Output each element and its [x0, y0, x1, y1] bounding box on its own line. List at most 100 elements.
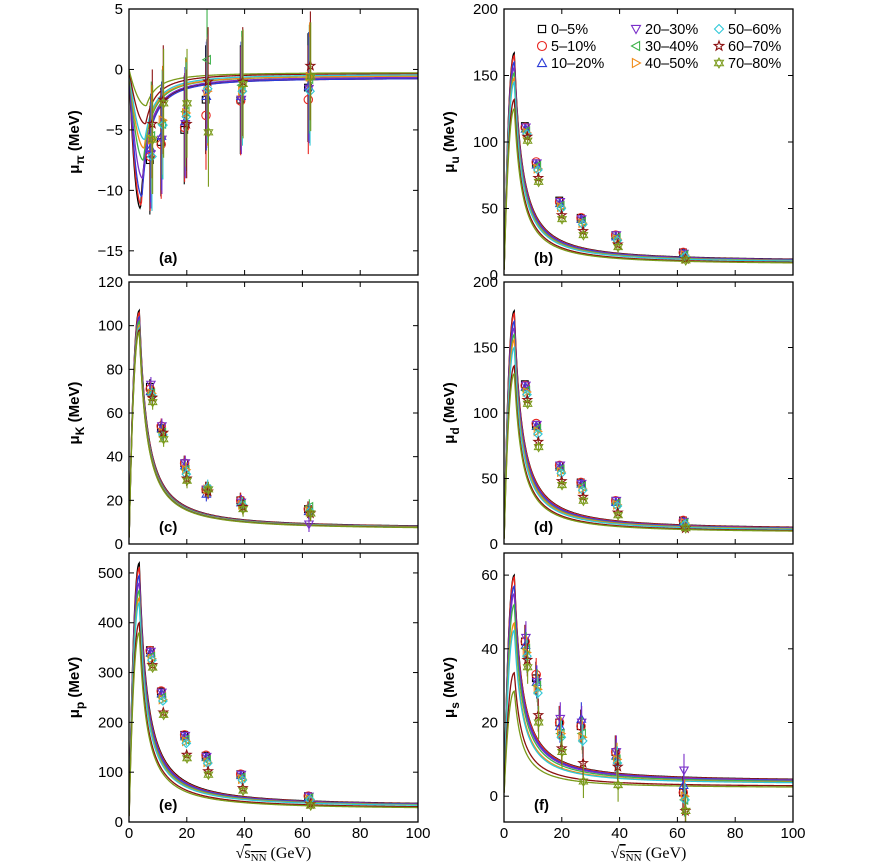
y-tick-label: 0 [490, 536, 498, 553]
panel-b: 0 50 100 150 200 (b) μu (MeV) 0–5%5–10%10–20% 20… [441, 1, 794, 284]
data-point [147, 133, 158, 146]
data-point [555, 728, 565, 739]
legend-marker [713, 57, 725, 69]
y-tick-label: 400 [98, 615, 123, 632]
legend-label: 60–70% [728, 39, 781, 55]
data-point [145, 647, 157, 657]
data-point [145, 651, 156, 662]
data-point [533, 176, 544, 188]
curve-50–60% [504, 628, 793, 792]
curve-50–60% [504, 80, 793, 270]
data-point [576, 216, 586, 227]
legend-marker [537, 24, 547, 34]
y-tick-label: 60 [481, 567, 498, 584]
y-tick-label: 100 [98, 764, 123, 781]
curve-40–50% [129, 70, 418, 149]
data-point [147, 661, 158, 674]
data-point [680, 805, 691, 817]
y-tick-label: 20 [106, 492, 123, 509]
x-tick-label: 60 [669, 825, 686, 842]
data-point [156, 422, 168, 432]
data-point [520, 385, 531, 396]
y-label-sub: s [448, 702, 462, 709]
y-tick-label: 80 [106, 361, 123, 378]
data-point [556, 213, 568, 225]
x-tick-label: 100 [405, 825, 430, 842]
x-tick-label: 20 [553, 825, 570, 842]
curve-5–10% [129, 310, 418, 538]
panel-tag: (a) [159, 250, 177, 267]
x-tick-label: 60 [294, 825, 311, 842]
y-label-main: μ [441, 435, 458, 444]
data-point [203, 483, 214, 496]
data-point [611, 232, 621, 243]
y-label-units: (MeV) [66, 110, 83, 155]
curve-0–5% [129, 308, 418, 537]
data-point [578, 229, 589, 241]
panel-d: 0 50 100 150 200 (d) μd (MeV) [441, 274, 794, 553]
y-axis-label: μs (MeV) [441, 657, 462, 718]
y-tick-label: 60 [106, 405, 123, 422]
curve-20–30% [504, 591, 793, 791]
curve-60–70% [129, 328, 418, 538]
panel-a: 5 0 −5 −10 −15 (a) μπ (MeV) [66, 1, 419, 276]
plot-area [504, 308, 793, 539]
y-axis-label: μπ (MeV) [66, 110, 87, 173]
y-tick-label: 50 [481, 471, 498, 488]
y-axis-label: μd (MeV) [441, 382, 462, 444]
x-label-units: (GeV) [642, 845, 687, 862]
curve-70–80% [504, 690, 793, 794]
legend-label: 0–5% [551, 22, 588, 38]
panel-tag: (d) [534, 519, 553, 536]
x-tick-label: 0 [125, 825, 133, 842]
data-point [556, 746, 568, 758]
curve-20–30% [129, 317, 418, 538]
curve-60–70% [129, 621, 418, 816]
data-point [238, 785, 249, 797]
data-point [180, 459, 191, 469]
data-point [203, 769, 214, 781]
x-tick-label: 100 [780, 825, 805, 842]
y-label-sub: d [448, 427, 462, 434]
curve-60–70% [504, 671, 793, 793]
x-label-var: s [244, 845, 250, 862]
y-tick-label: 150 [473, 68, 498, 85]
data-point [181, 97, 193, 109]
data-point [522, 661, 533, 673]
data-point [520, 643, 531, 654]
y-tick-label: −5 [106, 122, 123, 139]
data-point [578, 495, 589, 507]
data-point [532, 688, 543, 699]
panel-e: 0 100 200 300 400 500 0 20 40 60 80 100 (e) μp (MeV) √… [66, 552, 431, 863]
data-point [158, 97, 169, 109]
data-point [157, 695, 168, 706]
legend-label: 30–40% [645, 39, 698, 55]
x-label-sub: NN [626, 852, 642, 863]
x-tick-label: 80 [727, 825, 744, 842]
y-tick-label: 100 [473, 405, 498, 422]
data-point [180, 734, 190, 745]
curve-10–20% [129, 315, 418, 538]
data-point [679, 794, 689, 806]
curve-20–30% [129, 581, 418, 815]
y-label-units: (MeV) [66, 382, 83, 427]
legend-label: 50–60% [728, 22, 781, 38]
data-point [613, 509, 624, 521]
curve-50–60% [129, 601, 418, 816]
y-tick-label: 0 [115, 536, 123, 553]
data-point [556, 479, 568, 491]
data-point [578, 775, 589, 788]
data-point [555, 200, 565, 211]
y-label-sub: p [73, 702, 87, 709]
y-label-main: μ [441, 164, 458, 173]
y-tick-label: 150 [473, 340, 498, 357]
curve-70–80% [504, 107, 793, 270]
y-tick-label: 20 [481, 715, 498, 732]
data-point [576, 481, 586, 492]
x-axis-label: √sNN (GeV) [611, 845, 687, 863]
legend-marker [712, 39, 726, 52]
y-tick-label: 50 [481, 201, 498, 218]
plot-area [504, 51, 793, 270]
data-point [158, 433, 169, 445]
